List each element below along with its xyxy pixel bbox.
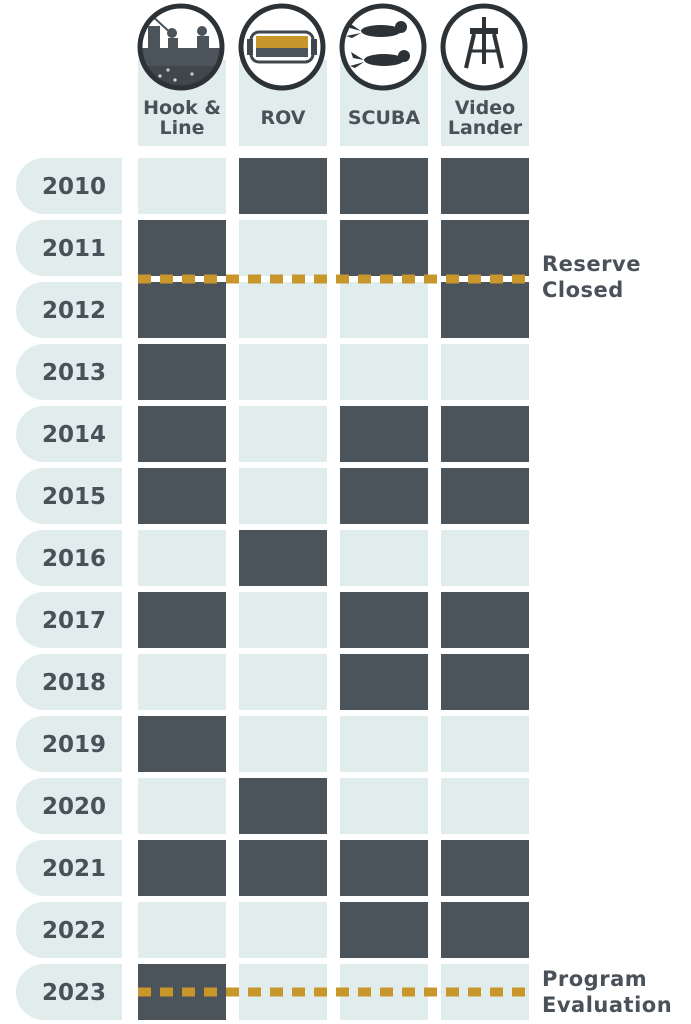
year-label: 2016 [42, 546, 106, 572]
surveyed-cell [441, 654, 529, 710]
surveyed-cell [441, 840, 529, 896]
year-label-tab [16, 344, 122, 400]
surveyed-cell [239, 530, 327, 586]
not-surveyed-cell [340, 344, 428, 400]
surveyed-cell [138, 220, 226, 276]
not-surveyed-cell [441, 716, 529, 772]
not-surveyed-cell [340, 530, 428, 586]
column-header-label: Hook & [143, 97, 221, 119]
surveyed-cell [441, 592, 529, 648]
year-label-tab [16, 282, 122, 338]
surveyed-cell [138, 282, 226, 338]
surveyed-cell [138, 592, 226, 648]
surveyed-cell [138, 716, 226, 772]
milestone-annotation: Closed [542, 278, 624, 302]
year-label: 2019 [42, 732, 106, 758]
surveyed-cell [340, 406, 428, 462]
surveyed-cell [441, 468, 529, 524]
surveyed-cell [441, 158, 529, 214]
surveyed-cell [340, 592, 428, 648]
year-label-tab [16, 592, 122, 648]
rov-vehicle-icon [238, 3, 326, 91]
surveyed-cell [239, 840, 327, 896]
surveyed-cell [138, 406, 226, 462]
surveyed-cell [340, 468, 428, 524]
not-surveyed-cell [239, 468, 327, 524]
not-surveyed-cell [441, 530, 529, 586]
year-label-tab [16, 406, 123, 462]
not-surveyed-cell [239, 654, 327, 710]
surveyed-cell [340, 902, 428, 958]
not-surveyed-cell [340, 716, 428, 772]
milestone-annotation: Evaluation [542, 993, 672, 1017]
year-label: 2013 [42, 360, 106, 386]
not-surveyed-cell [138, 158, 226, 214]
surveyed-cell [138, 468, 226, 524]
year-label-tab [16, 964, 122, 1020]
year-label-tab [16, 468, 122, 524]
not-surveyed-cell [239, 282, 327, 338]
year-label-tab [16, 158, 122, 214]
surveyed-cell [138, 344, 226, 400]
year-label: 2012 [42, 298, 106, 324]
not-surveyed-cell [239, 716, 327, 772]
surveyed-cell [239, 778, 327, 834]
not-surveyed-cell [138, 654, 226, 710]
year-label: 2015 [42, 484, 106, 510]
year-label: 2021 [42, 856, 106, 882]
not-surveyed-cell [441, 778, 529, 834]
surveyed-cell [138, 840, 226, 896]
milestone-annotation: Reserve [542, 252, 641, 276]
year-label-tab [16, 530, 122, 586]
year-label-tab [16, 220, 122, 276]
not-surveyed-cell [138, 530, 226, 586]
column-header-label: SCUBA [348, 107, 421, 129]
not-surveyed-cell [239, 220, 327, 276]
column-header-label: Line [159, 117, 204, 139]
column-header-label: Video [455, 97, 515, 119]
scuba-divers-icon [339, 3, 427, 91]
surveyed-cell [441, 902, 529, 958]
column-header-label: ROV [261, 107, 306, 129]
milestone-annotation: Program [542, 967, 647, 991]
year-label: 2023 [42, 980, 106, 1006]
year-label: 2011 [42, 236, 106, 262]
year-label: 2022 [42, 918, 106, 944]
surveyed-cell [340, 654, 428, 710]
not-surveyed-cell [441, 344, 529, 400]
year-label: 2018 [42, 670, 106, 696]
year-label: 2020 [42, 794, 106, 820]
surveyed-cell [239, 158, 327, 214]
year-label-tab [16, 716, 122, 772]
not-surveyed-cell [239, 902, 327, 958]
surveyed-cell [441, 406, 529, 462]
year-label-tab [16, 902, 122, 958]
year-label: 2014 [42, 422, 106, 448]
not-surveyed-cell [239, 592, 327, 648]
not-surveyed-cell [239, 406, 327, 462]
video-lander-tripod-icon [440, 3, 528, 91]
surveyed-cell [441, 282, 529, 338]
not-surveyed-cell [340, 778, 428, 834]
surveyed-cell [340, 840, 428, 896]
not-surveyed-cell [138, 902, 226, 958]
column-header-label: Lander [448, 117, 523, 139]
year-label: 2010 [42, 174, 106, 200]
year-label: 2017 [42, 608, 106, 634]
year-label-tab [16, 840, 122, 896]
surveyed-cell [340, 158, 428, 214]
not-surveyed-cell [138, 778, 226, 834]
surveyed-cell [340, 220, 428, 276]
not-surveyed-cell [340, 282, 428, 338]
year-label-tab [16, 654, 122, 710]
not-surveyed-cell [239, 344, 327, 400]
year-label-tab [16, 778, 122, 834]
surveyed-cell [441, 220, 529, 276]
